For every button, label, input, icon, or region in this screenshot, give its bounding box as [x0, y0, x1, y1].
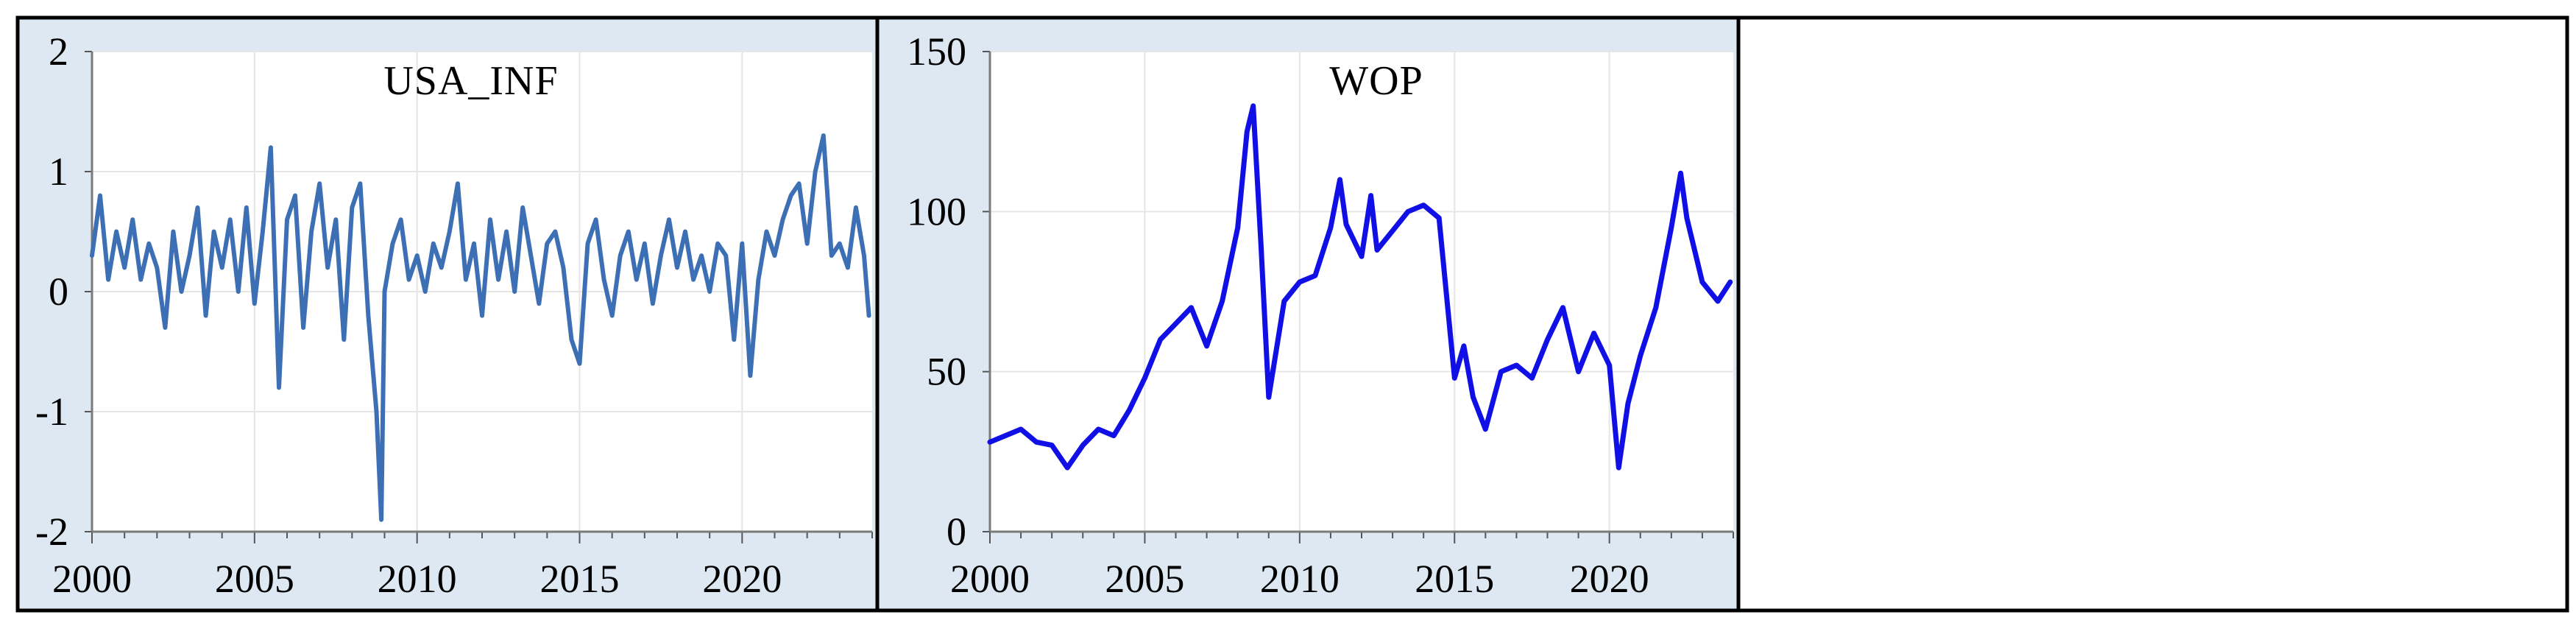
x-tick-label: 2005 — [215, 557, 294, 601]
y-tick-label: 50 — [927, 350, 966, 394]
x-tick-label: 2015 — [540, 557, 620, 601]
y-tick-label: 100 — [907, 189, 966, 233]
x-tick-label: 2020 — [1570, 557, 1649, 601]
x-tick-label: 2000 — [950, 557, 1030, 601]
y-tick-label: 2 — [49, 29, 68, 74]
series-line — [90, 133, 871, 522]
x-tick-label: 2015 — [1415, 557, 1494, 601]
chart-title: USA_INF — [383, 58, 558, 104]
y-tick-label: -2 — [35, 510, 68, 554]
y-tick-label: -1 — [35, 390, 68, 434]
panel-empty — [1736, 15, 2569, 613]
y-tick-label: 1 — [49, 149, 68, 194]
y-tick-label: 150 — [907, 29, 966, 74]
x-tick-label: 2005 — [1105, 557, 1184, 601]
x-tick-label: 2020 — [702, 557, 782, 601]
y-tick-label: 0 — [946, 510, 966, 554]
chart-title: WOP — [1329, 58, 1423, 104]
x-tick-label: 2010 — [378, 557, 457, 601]
x-tick-label: 2000 — [52, 557, 132, 601]
x-tick-label: 2010 — [1260, 557, 1340, 601]
series-line — [987, 103, 1733, 471]
y-tick-label: 0 — [49, 270, 68, 314]
